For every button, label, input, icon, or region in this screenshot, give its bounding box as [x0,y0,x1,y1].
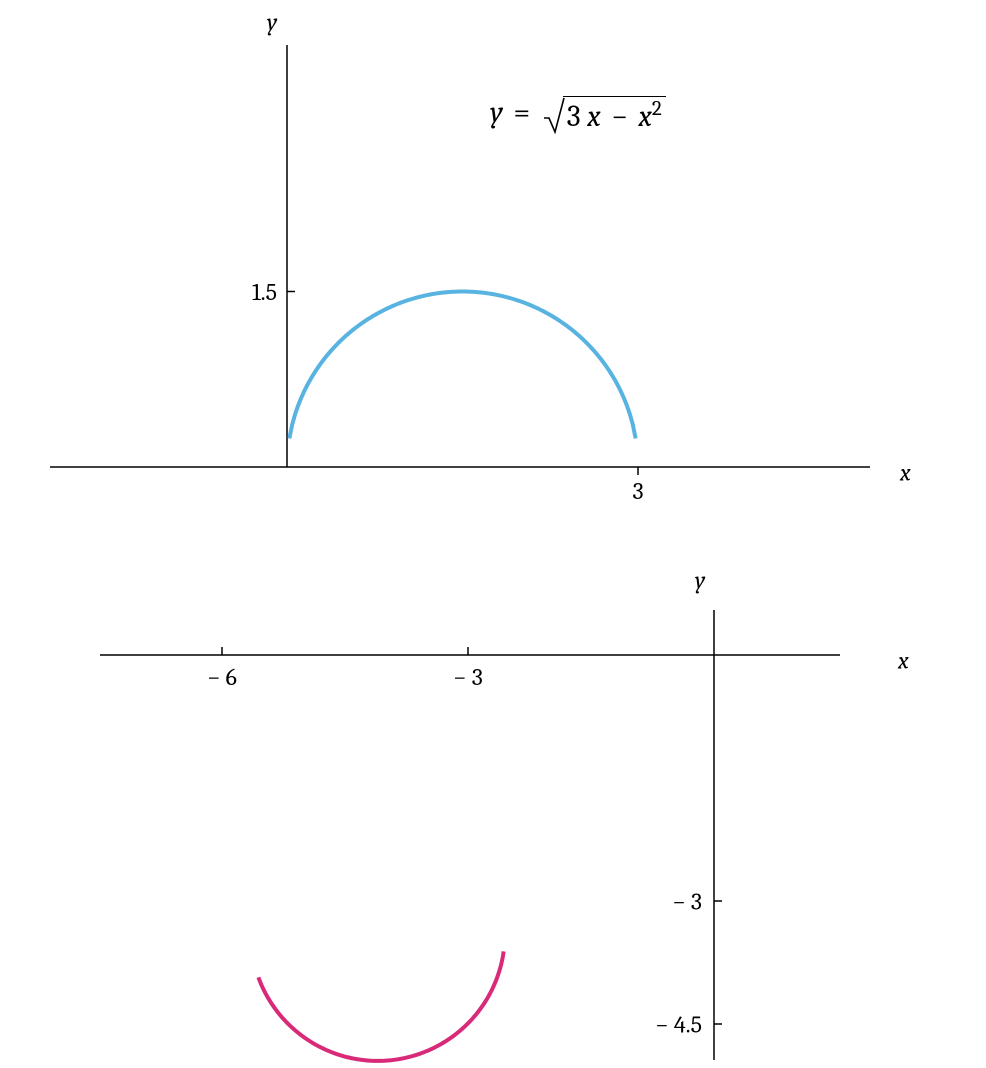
figure-stage: { "canvas": { "width": 986, "height": 10… [0,0,986,1068]
equals-sign: = [514,95,531,130]
top-plot: x y 3 1.5 [50,8,911,505]
tick-label: 3 [632,477,643,505]
equation-label: y = 3 x − x2 [490,95,666,134]
x-axis-label: x [899,459,911,487]
arc-curve [258,951,503,1060]
y-ticks: − 3 − 4.5 [655,887,722,1038]
tick-label: 1.5 [252,278,277,306]
radicand: 3 x − x2 [563,96,666,134]
tick-label: − 3 [672,887,702,915]
sqrt-expression: 3 x − x2 [543,96,666,134]
var-x1: x [587,99,600,134]
y-ticks: 1.5 [252,278,295,306]
var-x2: x [638,99,651,134]
x-ticks: 3 [632,467,643,505]
equation-lhs: y [490,95,503,130]
x-ticks: − 6 − 3 [207,647,483,691]
tick-label: − 4.5 [655,1010,702,1038]
x-axis-label: x [897,647,909,675]
y-axis-label: y [695,566,706,594]
tick-label: − 6 [207,663,237,691]
bottom-plot: x y − 6 − 3 − 3 − 4.5 [100,566,909,1061]
minus-sign: − [611,99,628,134]
plot-canvas: x y 3 1.5 x y − 6 − 3 − 3 − 4.5 [0,0,986,1068]
radical-icon [543,96,565,134]
y-axis-label: y [267,8,278,36]
exponent: 2 [652,97,662,121]
semicircle-curve [289,292,635,439]
coef: 3 [567,99,581,134]
tick-label: − 3 [453,663,483,691]
